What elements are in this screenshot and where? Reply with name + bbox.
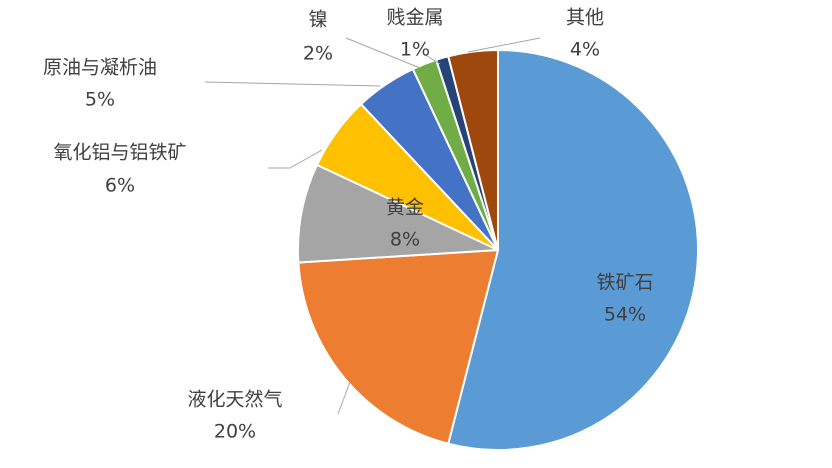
- pie-slice: [297, 163, 499, 264]
- slice-value-label: 20%: [214, 421, 256, 443]
- slice-label: 镍: [308, 9, 327, 31]
- slice-value-label: 1%: [400, 39, 430, 61]
- slice-label: 液化天然气: [187, 389, 282, 411]
- slice-value-label: 8%: [390, 229, 420, 251]
- slice-value-label: 2%: [303, 43, 333, 65]
- leader-line: [345, 37, 421, 69]
- slice-value-label: 5%: [85, 89, 115, 111]
- slice-value-label: 4%: [570, 39, 600, 61]
- leader-line: [467, 37, 541, 53]
- pie-slice: [297, 248, 500, 445]
- leader-line: [204, 81, 381, 87]
- slice-value-label: 54%: [604, 304, 646, 326]
- slice-label: 原油与凝析油: [43, 57, 157, 79]
- pie-slice: [447, 48, 499, 251]
- slice-label: 铁矿石: [596, 272, 653, 294]
- slice-label: 黄金: [386, 197, 424, 219]
- pie-slice: [447, 48, 699, 451]
- leader-line: [268, 149, 323, 169]
- slice-value-label: 6%: [105, 175, 135, 197]
- slice-label: 贱金属: [386, 7, 443, 29]
- slice-label: 其他: [566, 7, 604, 29]
- leader-line: [423, 53, 441, 65]
- slice-label: 氧化铝与铝铁矿: [53, 142, 186, 164]
- leader-line: [337, 381, 351, 415]
